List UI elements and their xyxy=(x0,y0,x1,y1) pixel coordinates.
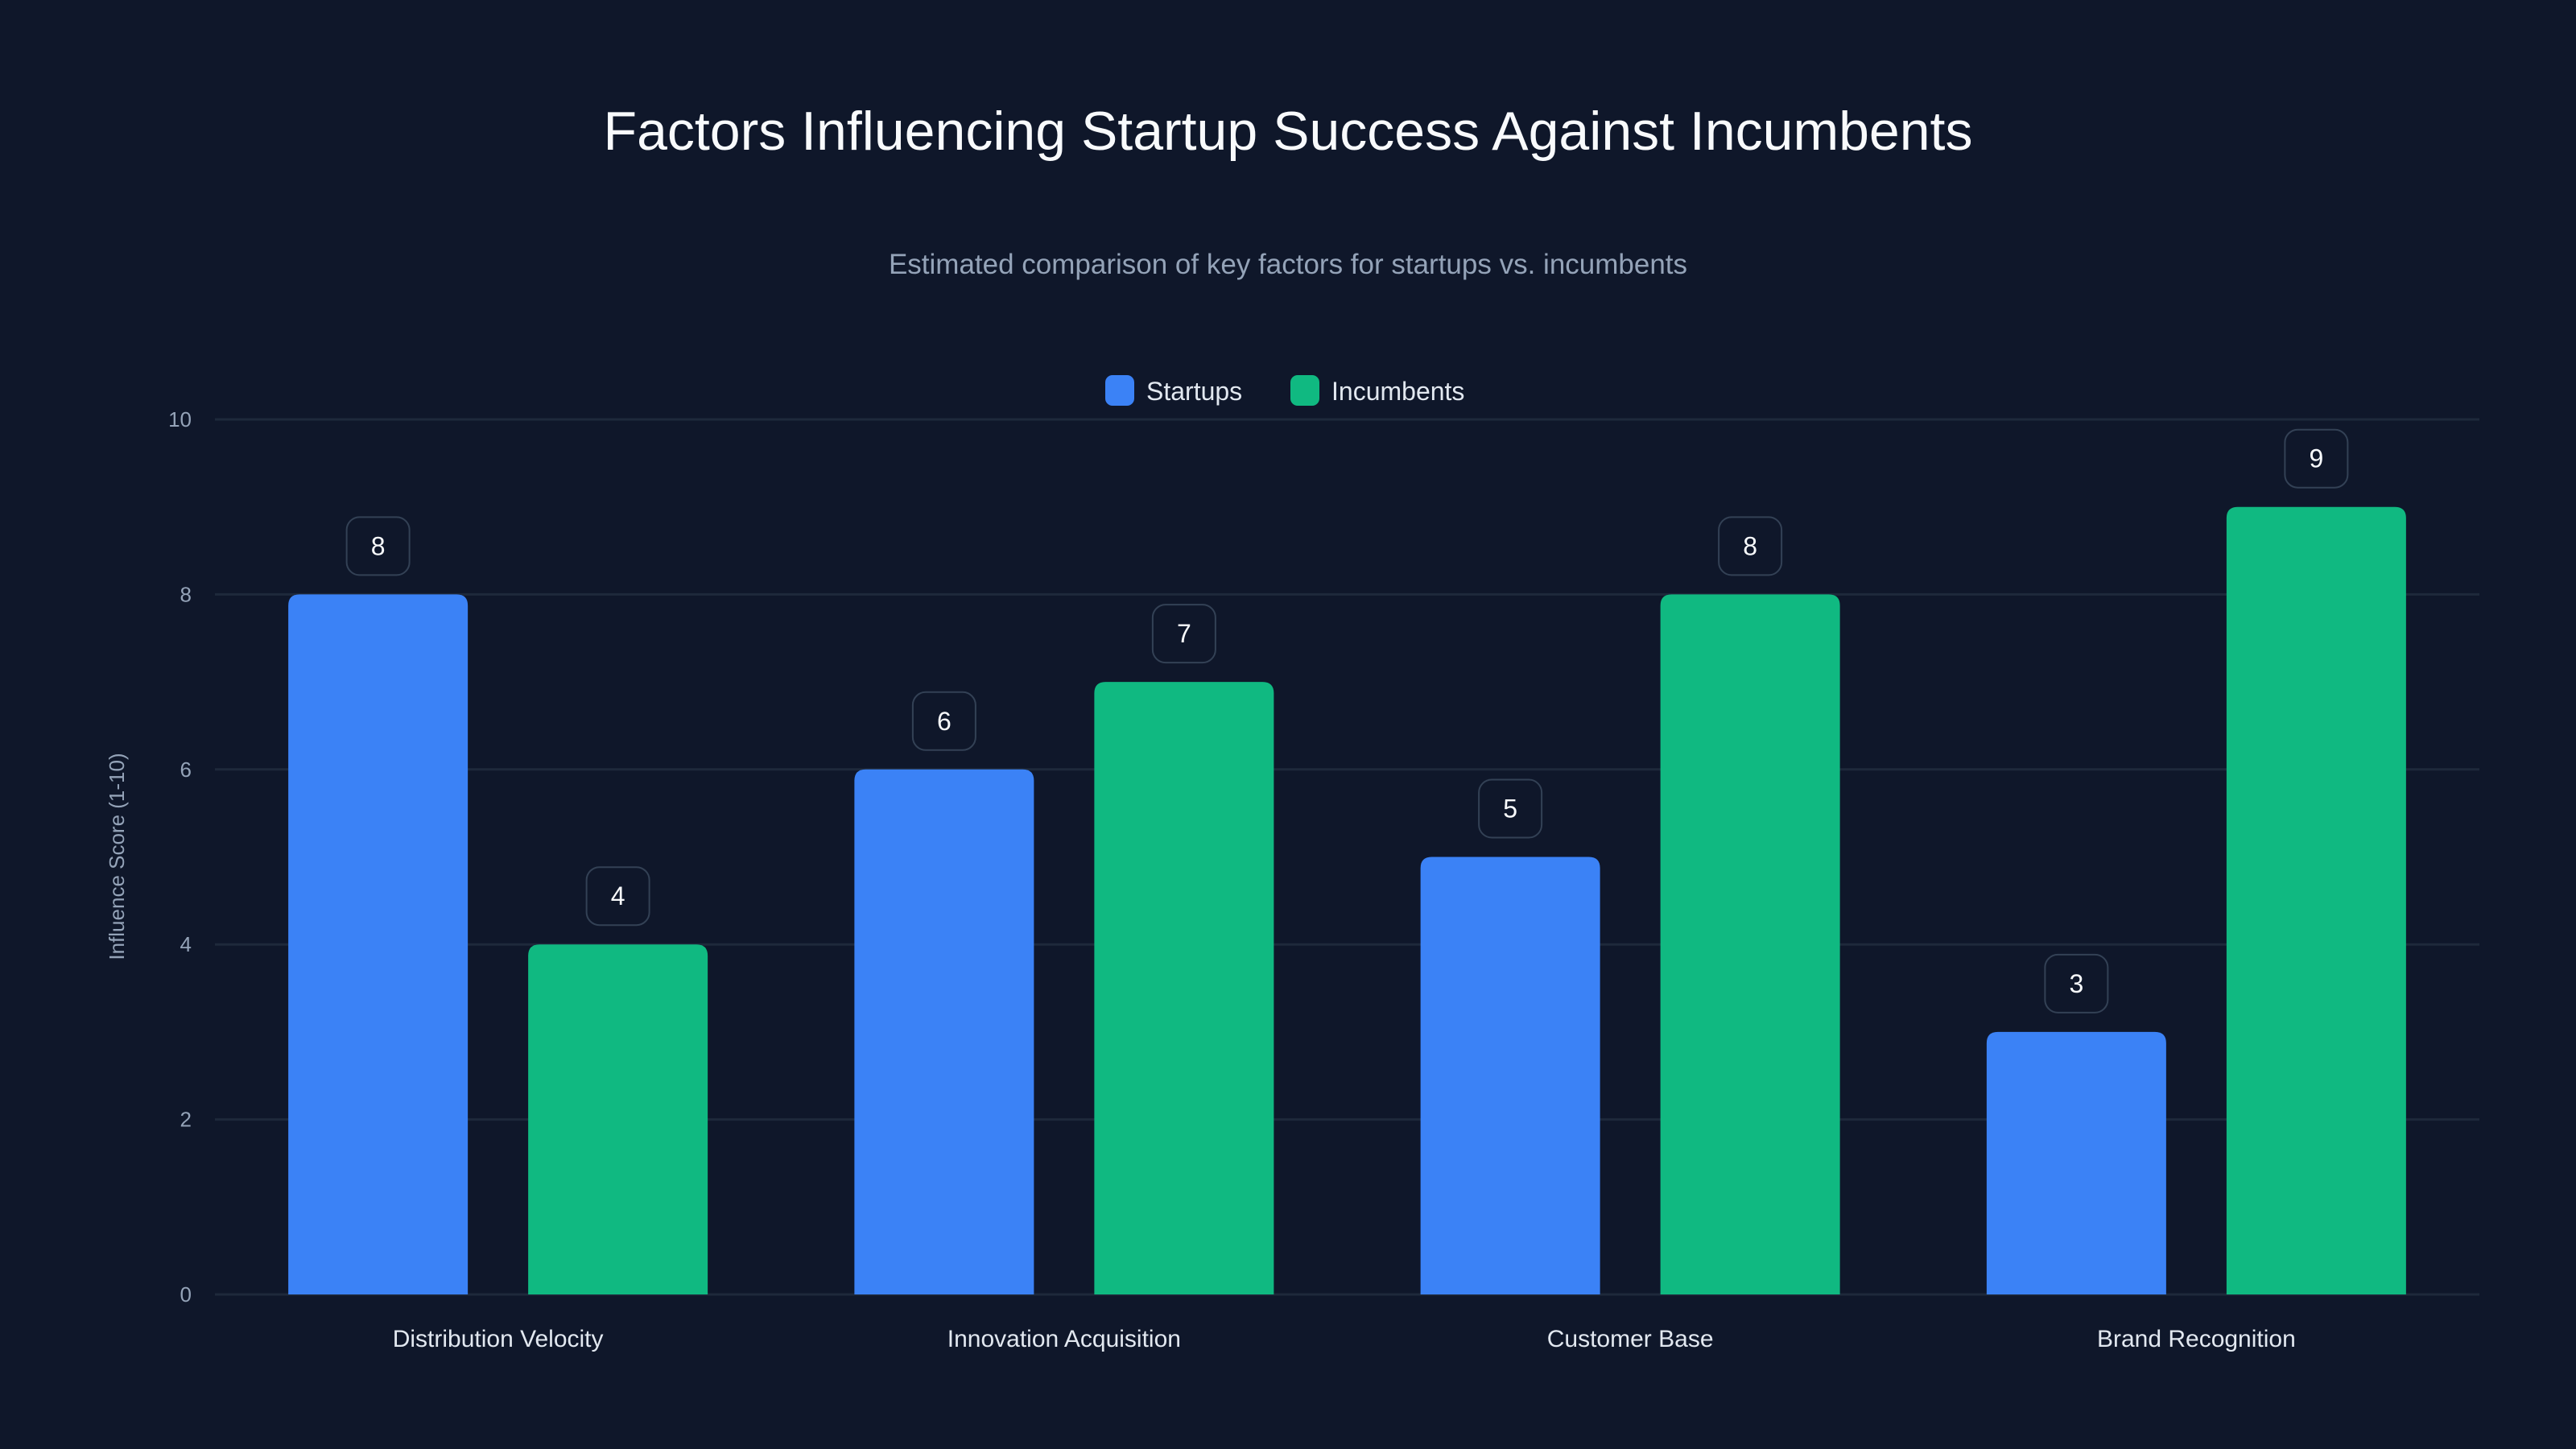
chart-title: Factors Influencing Startup Success Agai… xyxy=(604,101,1973,162)
data-label-box xyxy=(585,866,650,927)
data-label: 5 xyxy=(1503,795,1517,824)
y-axis-label: Influence Score (1-10) xyxy=(105,753,129,960)
data-label-box xyxy=(2044,953,2109,1013)
legend-label: Startups xyxy=(1146,377,1242,406)
bar-startups xyxy=(854,769,1034,1294)
bar-incumbents xyxy=(1094,682,1274,1294)
data-label: 8 xyxy=(1743,531,1757,560)
data-label: 3 xyxy=(2069,969,2083,998)
y-tick-label: 2 xyxy=(180,1108,192,1132)
data-label-box xyxy=(911,691,976,751)
data-label: 6 xyxy=(937,707,952,736)
x-tick-label: Innovation Acquisition xyxy=(947,1326,1181,1352)
bar-incumbents xyxy=(2226,506,2406,1294)
data-label: 8 xyxy=(371,531,386,560)
x-tick-label: Customer Base xyxy=(1547,1326,1714,1352)
y-tick-label: 6 xyxy=(180,758,192,782)
x-tick-label: Brand Recognition xyxy=(2097,1326,2296,1352)
y-tick-label: 10 xyxy=(168,407,192,431)
data-label: 4 xyxy=(611,881,625,910)
legend-swatch-incumbents xyxy=(1290,375,1319,406)
legend-swatch-startups xyxy=(1105,375,1134,406)
data-label-box xyxy=(1151,604,1216,664)
bar-incumbents xyxy=(528,944,708,1294)
data-label: 7 xyxy=(1177,619,1191,648)
data-label-box xyxy=(345,516,411,576)
bar-startups xyxy=(288,594,469,1294)
y-tick-label: 4 xyxy=(180,932,192,956)
y-tick-label: 8 xyxy=(180,582,192,606)
chart-subtitle: Estimated comparison of key factors for … xyxy=(889,249,1687,280)
legend: Startups Incumbents xyxy=(1105,375,1464,406)
y-tick-label: 0 xyxy=(180,1282,192,1307)
legend-label: Incumbents xyxy=(1331,377,1464,406)
x-axis: Distribution Velocity Innovation Acquisit… xyxy=(393,1326,2296,1352)
data-label-box xyxy=(2284,428,2349,489)
data-label-box xyxy=(1478,778,1543,839)
data-label: 9 xyxy=(2309,444,2323,473)
data-label-box xyxy=(1718,516,1783,576)
x-tick-label: Distribution Velocity xyxy=(393,1326,604,1352)
bar-startups xyxy=(1986,1031,2166,1294)
bars: 8 4 6 7 5 8 3 9 xyxy=(288,428,2406,1294)
bar-startups xyxy=(1420,857,1600,1294)
bar-incumbents xyxy=(1660,594,1840,1294)
